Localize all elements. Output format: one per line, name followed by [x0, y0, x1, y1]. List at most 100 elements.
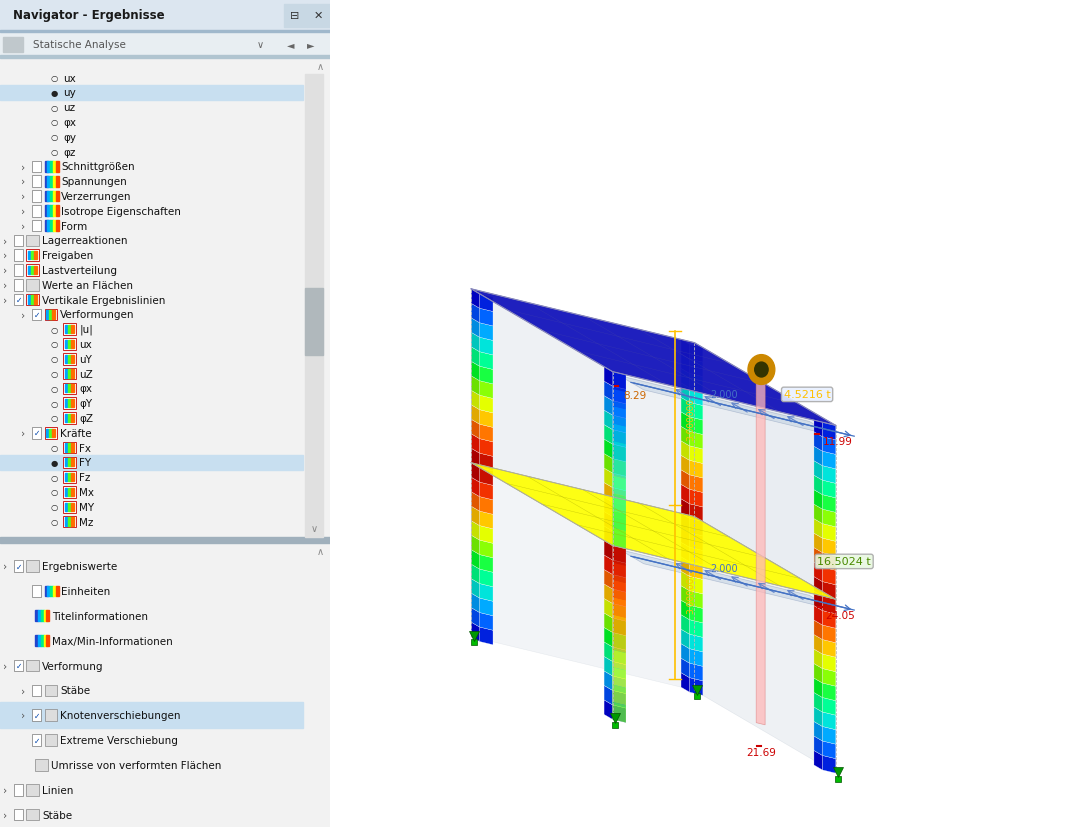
Polygon shape: [814, 664, 823, 683]
Text: ✓: ✓: [33, 310, 40, 319]
Polygon shape: [604, 556, 612, 575]
Bar: [44, 177, 47, 188]
Text: ∨: ∨: [257, 40, 264, 50]
Polygon shape: [690, 663, 702, 681]
Polygon shape: [471, 420, 480, 439]
Bar: [305, 289, 323, 356]
Bar: [27, 280, 39, 291]
Polygon shape: [823, 741, 836, 759]
Text: 16.5024 t: 16.5024 t: [817, 557, 871, 566]
Polygon shape: [823, 466, 836, 484]
Polygon shape: [604, 527, 612, 546]
Bar: [56, 162, 59, 173]
Polygon shape: [814, 722, 823, 741]
Polygon shape: [612, 459, 626, 480]
Bar: [50, 177, 53, 188]
Bar: [44, 191, 47, 202]
Polygon shape: [480, 584, 493, 601]
Bar: [44, 428, 57, 439]
Bar: [71, 326, 74, 334]
Bar: [14, 660, 23, 672]
Text: ›: ›: [21, 162, 26, 172]
Polygon shape: [690, 562, 702, 580]
Bar: [38, 635, 41, 647]
Bar: [50, 162, 53, 173]
Bar: [71, 459, 74, 467]
Text: Max/Min-Informationen: Max/Min-Informationen: [52, 636, 173, 646]
Text: ›: ›: [3, 295, 8, 305]
Bar: [68, 503, 71, 511]
Polygon shape: [471, 434, 480, 453]
Bar: [27, 809, 39, 820]
Text: ○: ○: [50, 385, 57, 394]
Polygon shape: [681, 340, 690, 360]
Text: φx: φx: [79, 384, 92, 394]
Polygon shape: [604, 367, 612, 387]
Bar: [0, 56, 330, 59]
Bar: [56, 206, 59, 217]
Text: ∧: ∧: [316, 62, 323, 72]
Polygon shape: [690, 461, 702, 478]
Polygon shape: [681, 557, 690, 576]
Polygon shape: [612, 561, 626, 578]
Text: ○: ○: [50, 325, 57, 334]
Text: Mz: Mz: [79, 517, 93, 527]
Text: ◄: ◄: [287, 40, 294, 50]
Polygon shape: [612, 615, 626, 636]
Polygon shape: [823, 452, 836, 470]
Polygon shape: [690, 389, 702, 406]
Polygon shape: [612, 517, 626, 534]
Bar: [307, 5, 330, 28]
Bar: [14, 265, 23, 276]
Text: ›: ›: [3, 236, 8, 246]
Bar: [32, 191, 41, 203]
Polygon shape: [471, 521, 480, 541]
Polygon shape: [480, 410, 493, 428]
Polygon shape: [823, 640, 836, 657]
Bar: [32, 206, 41, 218]
Text: ›: ›: [21, 686, 26, 696]
Polygon shape: [814, 678, 823, 698]
Polygon shape: [612, 702, 626, 723]
Text: ○: ○: [50, 414, 57, 423]
Polygon shape: [681, 673, 690, 692]
Polygon shape: [823, 437, 836, 455]
Polygon shape: [690, 547, 702, 566]
Bar: [44, 206, 47, 217]
Text: Extreme Verschiebung: Extreme Verschiebung: [60, 735, 178, 745]
Polygon shape: [681, 413, 690, 432]
Polygon shape: [690, 519, 702, 537]
Bar: [53, 586, 56, 597]
Text: Verformung: Verformung: [42, 661, 104, 671]
Polygon shape: [681, 586, 690, 605]
Polygon shape: [690, 345, 702, 363]
Bar: [63, 324, 76, 336]
Bar: [14, 250, 23, 261]
Text: Schnittgrößen: Schnittgrößen: [61, 162, 134, 172]
Polygon shape: [480, 367, 493, 385]
Text: ∨: ∨: [310, 523, 318, 533]
Text: ›: ›: [21, 207, 26, 217]
Polygon shape: [823, 756, 836, 773]
Bar: [68, 326, 71, 334]
Bar: [56, 586, 59, 597]
Bar: [64, 459, 68, 467]
Polygon shape: [480, 526, 493, 543]
Polygon shape: [612, 676, 626, 694]
Bar: [41, 635, 44, 647]
Bar: [71, 488, 74, 496]
Text: Lagerreaktionen: Lagerreaktionen: [42, 236, 128, 246]
Text: ›: ›: [3, 251, 8, 261]
Bar: [0, 86, 303, 101]
Polygon shape: [471, 318, 480, 337]
Bar: [28, 266, 30, 275]
Bar: [32, 586, 41, 597]
Polygon shape: [681, 658, 690, 678]
Polygon shape: [471, 463, 695, 691]
Polygon shape: [612, 563, 626, 584]
Text: Spannungen: Spannungen: [61, 177, 127, 187]
Bar: [0, 542, 330, 543]
Text: ○: ○: [50, 518, 57, 526]
Text: φZ: φZ: [79, 414, 93, 423]
Text: Verformungen: Verformungen: [60, 310, 135, 320]
